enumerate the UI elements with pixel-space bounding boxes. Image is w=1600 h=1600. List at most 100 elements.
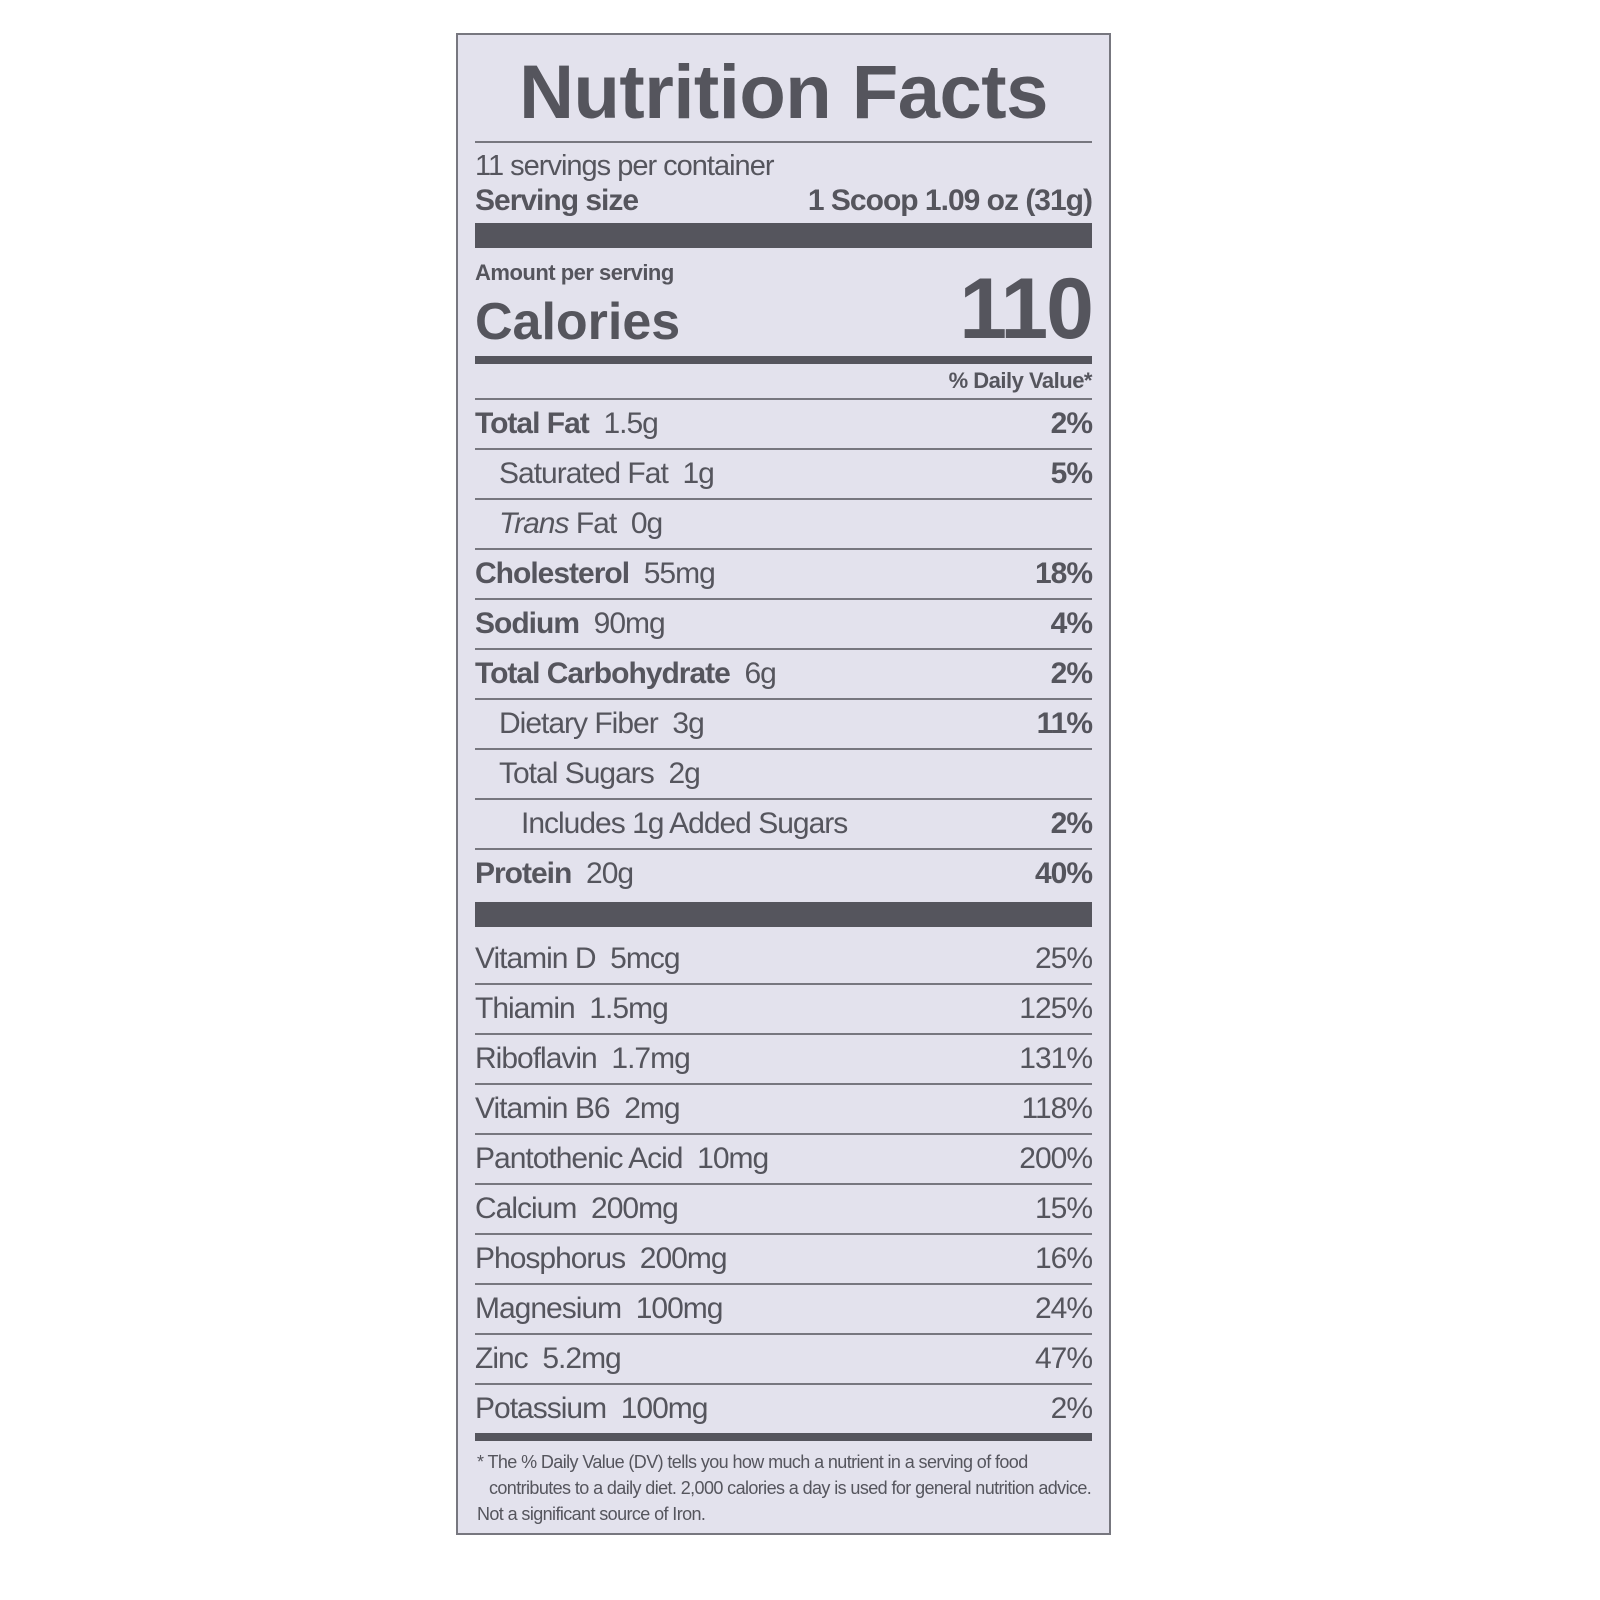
vitamin-daily-value: 131% — [1019, 1042, 1093, 1075]
vitamin-row: Phosphorus 200mg 16% — [475, 1235, 1093, 1285]
vitamin-name: Magnesium — [475, 1292, 622, 1325]
vitamin-daily-value: 118% — [1021, 1092, 1093, 1125]
nutrient-row: Sodium 90mg 4% — [475, 600, 1093, 650]
nutrient-row: Total Sugars 2g — [475, 750, 1092, 800]
calories-row: Calories 110 — [475, 261, 1094, 357]
nutrient-row: Saturated Fat 1g 5% — [475, 450, 1093, 500]
vitamin-amount: 200mg — [591, 1192, 679, 1225]
nutrient-amount: 20g — [586, 857, 634, 890]
nutrient-row: Protein 20g 40% — [475, 850, 1093, 898]
vitamin-daily-value: 2% — [1050, 1392, 1093, 1425]
medium-divider — [475, 1433, 1092, 1441]
vitamin-list: Vitamin D 5mcg 25% Thiamin 1.5mg 125% Ribofl… — [475, 935, 1093, 1433]
nutrient-row: Includes 1g Added Sugars 2% — [475, 800, 1093, 850]
footnote-text: * The % Daily Value (DV) tells you how m… — [477, 1452, 1092, 1498]
nutrient-daily-value: 18% — [1034, 557, 1093, 590]
nutrient-name: Trans — [499, 507, 569, 540]
nutrient-amount: 6g — [744, 657, 776, 690]
nutrient-daily-value: 2% — [1050, 807, 1093, 840]
nutrition-facts-label: Nutrition Facts 11 servings per containe… — [456, 33, 1111, 1535]
vitamin-row: Riboflavin 1.7mg 131% — [475, 1035, 1093, 1085]
vitamin-daily-value: 125% — [1019, 992, 1093, 1025]
vitamin-row: Pantothenic Acid 10mg 200% — [475, 1135, 1093, 1185]
nutrient-label: Cholesterol 55mg — [475, 557, 716, 591]
servings-per-container: 11 servings per container — [475, 150, 774, 182]
vitamin-label: Vitamin B6 2mg — [475, 1092, 681, 1126]
vitamin-amount: 100mg — [635, 1292, 724, 1325]
vitamin-label: Pantothenic Acid 10mg — [475, 1142, 769, 1176]
vitamin-daily-value: 15% — [1034, 1192, 1093, 1225]
vitamin-daily-value: 16% — [1034, 1242, 1093, 1275]
nutrient-name: Protein — [475, 857, 572, 890]
vitamin-row: Zinc 5.2mg 47% — [475, 1335, 1093, 1385]
nutrient-name: Saturated Fat — [499, 457, 669, 490]
nutrient-label: Total Carbohydrate 6g — [475, 657, 777, 691]
footnote: * The % Daily Value (DV) tells you how m… — [475, 1449, 1092, 1527]
nutrient-name: Dietary Fiber — [499, 707, 659, 740]
vitamin-name: Calcium — [475, 1192, 577, 1225]
nutrient-daily-value: 11% — [1036, 707, 1093, 740]
vitamin-amount: 200mg — [639, 1242, 728, 1275]
nutrient-label: Total Sugars 2g — [499, 757, 701, 791]
nutrient-daily-value: 2% — [1050, 657, 1093, 690]
nutrient-label: Dietary Fiber 3g — [499, 707, 705, 741]
nutrient-list: Total Fat 1.5g 2% Saturated Fat 1g 5% Trans … — [475, 400, 1093, 898]
vitamin-label: Calcium 200mg — [475, 1192, 679, 1226]
nutrient-label: Sodium 90mg — [475, 607, 666, 641]
vitamin-label: Phosphorus 200mg — [475, 1242, 728, 1276]
nutrient-amount: 55mg — [643, 557, 716, 590]
nutrient-daily-value: 5% — [1050, 457, 1093, 490]
vitamin-name: Vitamin D — [475, 942, 596, 975]
nutrient-name: Total Carbohydrate — [475, 657, 731, 690]
serving-size-value: 1 Scoop 1.09 oz (31g) — [807, 184, 1093, 217]
calories-value: 110 — [959, 261, 1094, 357]
thick-divider — [475, 902, 1092, 927]
vitamin-amount: 100mg — [620, 1392, 709, 1425]
vitamin-daily-value: 24% — [1034, 1292, 1093, 1325]
nutrient-row: Dietary Fiber 3g 11% — [475, 700, 1093, 750]
nutrient-label: Protein 20g — [475, 857, 634, 891]
vitamin-name: Vitamin B6 — [475, 1092, 611, 1125]
nutrient-daily-value: 4% — [1050, 607, 1093, 640]
vitamin-label: Vitamin D 5mcg — [475, 942, 681, 976]
vitamin-label: Riboflavin 1.7mg — [475, 1042, 691, 1076]
vitamin-amount: 5.2mg — [542, 1342, 621, 1375]
vitamin-amount: 2mg — [624, 1092, 680, 1125]
nutrient-row: Cholesterol 55mg 18% — [475, 550, 1093, 600]
calories-label: Calories — [475, 293, 681, 351]
nutrient-name: Total Fat — [475, 407, 590, 440]
vitamin-amount: 1.5mg — [589, 992, 668, 1025]
vitamin-amount: 10mg — [697, 1142, 769, 1175]
vitamin-name: Pantothenic Acid — [475, 1142, 683, 1175]
vitamin-amount: 5mcg — [610, 942, 680, 975]
nutrient-label: Saturated Fat 1g — [499, 457, 715, 491]
nutrient-label: Trans Fat 0g — [499, 507, 663, 541]
medium-divider — [475, 356, 1092, 364]
serving-size-label: Serving size — [475, 184, 639, 217]
vitamin-label: Magnesium 100mg — [475, 1292, 724, 1326]
nutrient-label: Total Fat 1.5g — [475, 407, 659, 441]
nutrient-amount: 1g — [682, 457, 714, 490]
nutrient-name: Includes 1g Added Sugars — [521, 807, 848, 840]
nutrient-label: Includes 1g Added Sugars — [521, 807, 848, 841]
nutrient-amount: 2g — [668, 757, 700, 790]
vitamin-row: Vitamin D 5mcg 25% — [475, 935, 1093, 985]
nutrient-daily-value: 40% — [1034, 857, 1093, 890]
vitamin-daily-value: 200% — [1019, 1142, 1093, 1175]
vitamin-amount: 1.7mg — [611, 1042, 690, 1075]
nutrient-daily-value: 2% — [1050, 407, 1093, 440]
nutrient-amount: 0g — [630, 507, 663, 540]
vitamin-label: Zinc 5.2mg — [475, 1342, 622, 1376]
footnote-iron: Not a significant source of Iron. — [477, 1504, 706, 1524]
vitamin-row: Vitamin B6 2mg 118% — [475, 1085, 1093, 1135]
vitamin-name: Riboflavin — [475, 1042, 598, 1075]
vitamin-name: Zinc — [475, 1342, 529, 1375]
vitamin-name: Phosphorus — [475, 1242, 626, 1275]
label-title: Nutrition Facts — [519, 50, 1048, 135]
vitamin-daily-value: 25% — [1034, 942, 1093, 975]
thick-divider — [475, 223, 1092, 248]
nutrient-row: Total Fat 1.5g 2% — [475, 400, 1093, 450]
divider — [475, 141, 1092, 143]
nutrient-amount: 90mg — [593, 607, 666, 640]
nutrient-row: Trans Fat 0g — [475, 500, 1092, 550]
